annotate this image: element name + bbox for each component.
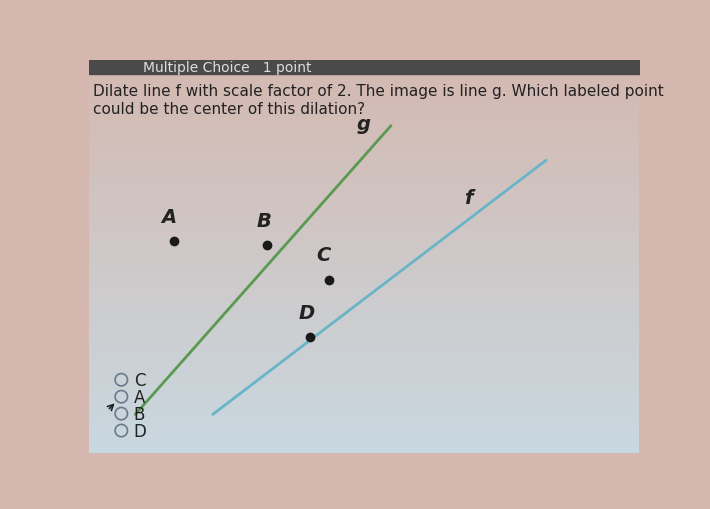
Text: A: A [162, 207, 177, 227]
Text: C: C [317, 246, 331, 265]
Text: D: D [299, 303, 315, 322]
Text: C: C [133, 371, 146, 389]
Text: g: g [357, 115, 371, 134]
Text: Multiple Choice   1 point: Multiple Choice 1 point [143, 61, 312, 75]
Text: B: B [256, 211, 271, 230]
Text: D: D [133, 422, 146, 440]
Text: B: B [133, 405, 145, 423]
Text: f: f [464, 188, 473, 207]
Text: A: A [133, 388, 145, 406]
Text: Dilate line f with scale factor of 2. The image is line g. Which labeled point c: Dilate line f with scale factor of 2. Th… [92, 84, 663, 117]
